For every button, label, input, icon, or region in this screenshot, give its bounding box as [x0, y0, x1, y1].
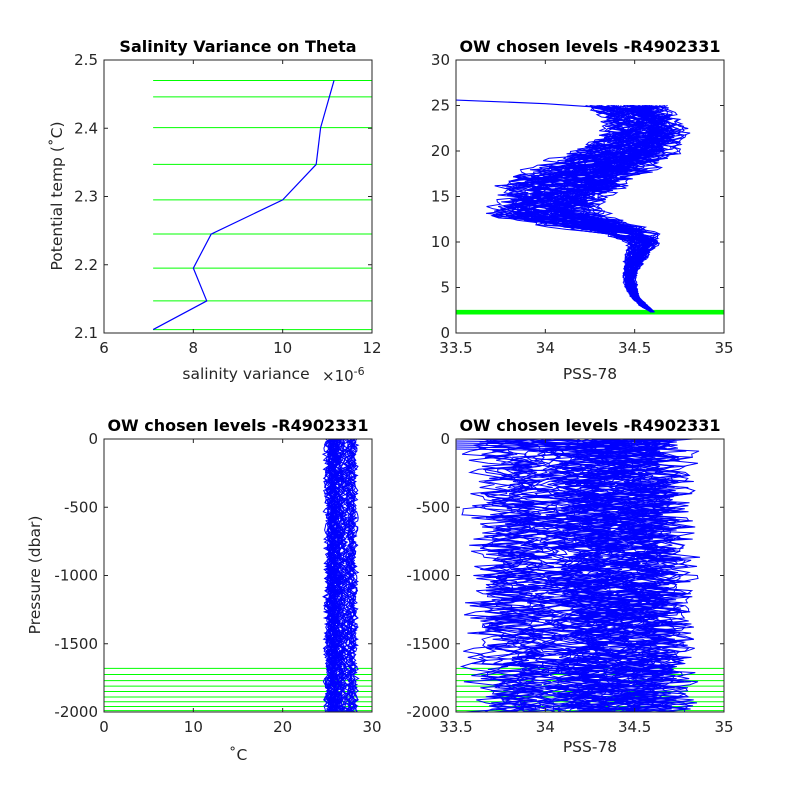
y-tick-label: -1500 [406, 635, 450, 653]
x-tick-label: 33.5 [439, 718, 472, 736]
y-tick-label: 0 [440, 430, 450, 448]
profile-line [507, 105, 653, 313]
profile-line [468, 439, 531, 712]
profile-line [605, 439, 668, 712]
x-tick-label: 34 [536, 339, 555, 357]
panel-title: OW chosen levels -R4902331 [459, 37, 720, 56]
x-tick-label: 8 [189, 339, 199, 357]
profile-line [321, 439, 334, 712]
y-tick-label: 2.1 [74, 324, 98, 342]
x-axis-label: PSS-78 [563, 738, 617, 756]
y-tick-label: -500 [64, 498, 98, 516]
y-tick-label: 2.3 [74, 188, 98, 206]
profile-line [626, 439, 692, 712]
y-tick-label: 2.2 [74, 256, 98, 274]
profile-line [548, 105, 669, 313]
x-axis-label: PSS-78 [563, 365, 617, 383]
panel-title: OW chosen levels -R4902331 [107, 416, 368, 435]
profile-line [327, 439, 339, 712]
x-tick-label: 34.5 [618, 718, 651, 736]
y-tick-label: -500 [416, 498, 450, 516]
y-tick-label: -1000 [54, 567, 98, 585]
y-axis-label: Pressure (dbar) [26, 516, 44, 635]
y-tick-label: -2000 [406, 703, 450, 721]
x-axis-exponent: ×10-6 [322, 365, 365, 385]
profile-line [346, 439, 358, 712]
profile-line [506, 105, 653, 313]
x-tick-label: 10 [273, 339, 292, 357]
profile-line [346, 439, 358, 712]
x-tick-label: 6 [99, 339, 109, 357]
y-tick-label: 30 [431, 51, 450, 69]
y-tick-label: 2.4 [74, 119, 98, 137]
profile-line [459, 439, 522, 712]
x-tick-label: 34 [536, 718, 555, 736]
profile-line [338, 439, 351, 712]
x-tick-label: 20 [273, 718, 292, 736]
profile-line [630, 439, 694, 712]
plot-area [104, 439, 372, 712]
y-tick-label: 2.5 [74, 51, 98, 69]
profile-lines [486, 105, 691, 313]
profile-line [637, 439, 701, 712]
profile-line [520, 105, 653, 313]
y-tick-label: -1500 [54, 635, 98, 653]
profile-line [555, 439, 619, 712]
surface-outlier-line [456, 442, 635, 447]
profile-line [576, 105, 682, 313]
x-tick-label: 35 [714, 339, 733, 357]
profile-line [540, 439, 602, 712]
y-tick-label: 25 [431, 97, 450, 115]
y-axis-label: Potential temp (˚C) [48, 122, 66, 271]
y-tick-label: 20 [431, 142, 450, 160]
theta-salinity-panel: OW chosen levels -R4902331 PSS-78 33.5 34… [431, 37, 734, 383]
profile-line [323, 439, 336, 712]
profile-lines [459, 439, 701, 712]
x-tick-label: 12 [362, 339, 381, 357]
y-tick-label: 0 [440, 324, 450, 342]
profile-line [571, 439, 634, 712]
pressure-salinity-panel: OW chosen levels -R4902331 PSS-78 33.5 34… [406, 416, 733, 756]
profile-line [510, 105, 652, 313]
profile-line [334, 439, 346, 712]
x-axis-label: salinity variance [182, 365, 309, 383]
x-tick-label: 0 [99, 718, 109, 736]
x-tick-label: 34.5 [618, 339, 651, 357]
profile-line [337, 439, 349, 712]
y-tick-label: -2000 [54, 703, 98, 721]
salinity-variance-panel: Salinity Variance on Theta salinity vari… [48, 37, 382, 385]
pressure-temperature-panel: OW chosen levels -R4902331 ˚C Pressure (… [26, 416, 382, 764]
plot-area [456, 99, 724, 315]
panel-title: Salinity Variance on Theta [119, 37, 356, 56]
y-tick-label: 15 [431, 188, 450, 206]
surface-outlier-line [456, 444, 635, 449]
surface-outlier-line [456, 448, 635, 453]
y-tick-label: 10 [431, 233, 450, 251]
x-axis-label: ˚C [229, 746, 248, 764]
profile-line [566, 439, 629, 712]
outlier-profile-line [456, 99, 635, 116]
surface-outlier-line [456, 446, 635, 451]
profile-line [342, 439, 354, 712]
variance-series-line [152, 80, 335, 331]
panel-title: OW chosen levels -R4902331 [459, 416, 720, 435]
y-tick-label: 5 [440, 279, 450, 297]
x-tick-label: 35 [714, 718, 733, 736]
plot-area [152, 79, 372, 331]
y-tick-label: -1000 [406, 567, 450, 585]
x-tick-label: 10 [184, 718, 203, 736]
profile-line [575, 105, 685, 313]
profile-line [571, 105, 682, 313]
profile-line [618, 439, 682, 712]
x-tick-label: 33.5 [439, 339, 472, 357]
x-tick-label: 30 [362, 718, 381, 736]
profile-lines [321, 439, 360, 712]
y-tick-label: 0 [88, 430, 98, 448]
